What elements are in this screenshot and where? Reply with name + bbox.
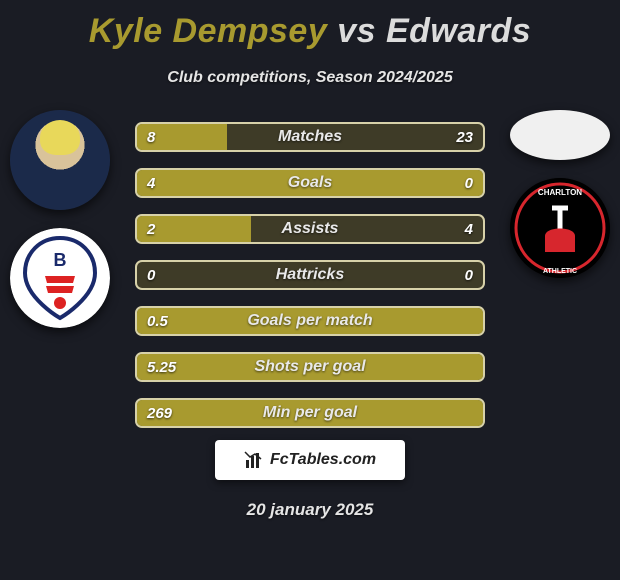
stat-value-left: 2	[135, 214, 167, 244]
svg-text:CHARLTON: CHARLTON	[538, 188, 582, 197]
stat-value-right	[461, 352, 485, 382]
stat-value-right: 0	[453, 260, 485, 290]
chart-icon	[244, 450, 264, 470]
stat-row-min-per-goal: 269 Min per goal	[135, 398, 485, 428]
stat-value-right: 4	[453, 214, 485, 244]
stat-label: Goals per match	[135, 306, 485, 336]
stat-label: Min per goal	[135, 398, 485, 428]
team2-crest: CHARLTON ATHLETIC	[510, 178, 610, 278]
watermark-text: FcTables.com	[270, 451, 376, 469]
stat-value-right	[461, 398, 485, 428]
stat-row-goals-per-match: 0.5 Goals per match	[135, 306, 485, 336]
player2-name: Edwards	[386, 12, 531, 50]
player2-avatar	[510, 110, 610, 160]
player1-name: Kyle Dempsey	[89, 12, 327, 50]
stat-value-left: 0	[135, 260, 167, 290]
stat-value-left: 8	[135, 122, 167, 152]
stat-row-hattricks: 0 Hattricks 0	[135, 260, 485, 290]
stat-value-right	[461, 306, 485, 336]
stat-label: Assists	[135, 214, 485, 244]
team1-crest: B	[10, 228, 110, 328]
stat-label: Goals	[135, 168, 485, 198]
stat-row-shots-per-goal: 5.25 Shots per goal	[135, 352, 485, 382]
svg-text:B: B	[54, 250, 67, 270]
right-column: CHARLTON ATHLETIC	[510, 110, 610, 278]
page-title: Kyle Dempsey vs Edwards	[0, 0, 620, 51]
stat-value-left: 269	[135, 398, 184, 428]
stat-label: Matches	[135, 122, 485, 152]
stat-row-assists: 2 Assists 4	[135, 214, 485, 244]
player1-avatar	[10, 110, 110, 210]
charlton-crest-icon: CHARLTON ATHLETIC	[510, 178, 610, 278]
player1-photo-placeholder	[10, 110, 110, 210]
stat-value-right: 23	[444, 122, 485, 152]
bolton-crest-icon: B	[10, 228, 110, 328]
snapshot-date: 20 january 2025	[0, 500, 620, 520]
competition-subtitle: Club competitions, Season 2024/2025	[0, 69, 620, 87]
stat-row-goals: 4 Goals 0	[135, 168, 485, 198]
stat-label: Hattricks	[135, 260, 485, 290]
stat-value-left: 5.25	[135, 352, 188, 382]
svg-text:ATHLETIC: ATHLETIC	[543, 268, 577, 275]
stat-row-matches: 8 Matches 23	[135, 122, 485, 152]
stats-chart: 8 Matches 23 4 Goals 0 2 Assists 4 0 Hat…	[135, 122, 485, 428]
stat-value-left: 0.5	[135, 306, 180, 336]
stat-value-right: 0	[453, 168, 485, 198]
stat-value-left: 4	[135, 168, 167, 198]
vs-text: vs	[337, 12, 376, 50]
left-column: B	[10, 110, 110, 328]
source-watermark[interactable]: FcTables.com	[215, 440, 405, 480]
